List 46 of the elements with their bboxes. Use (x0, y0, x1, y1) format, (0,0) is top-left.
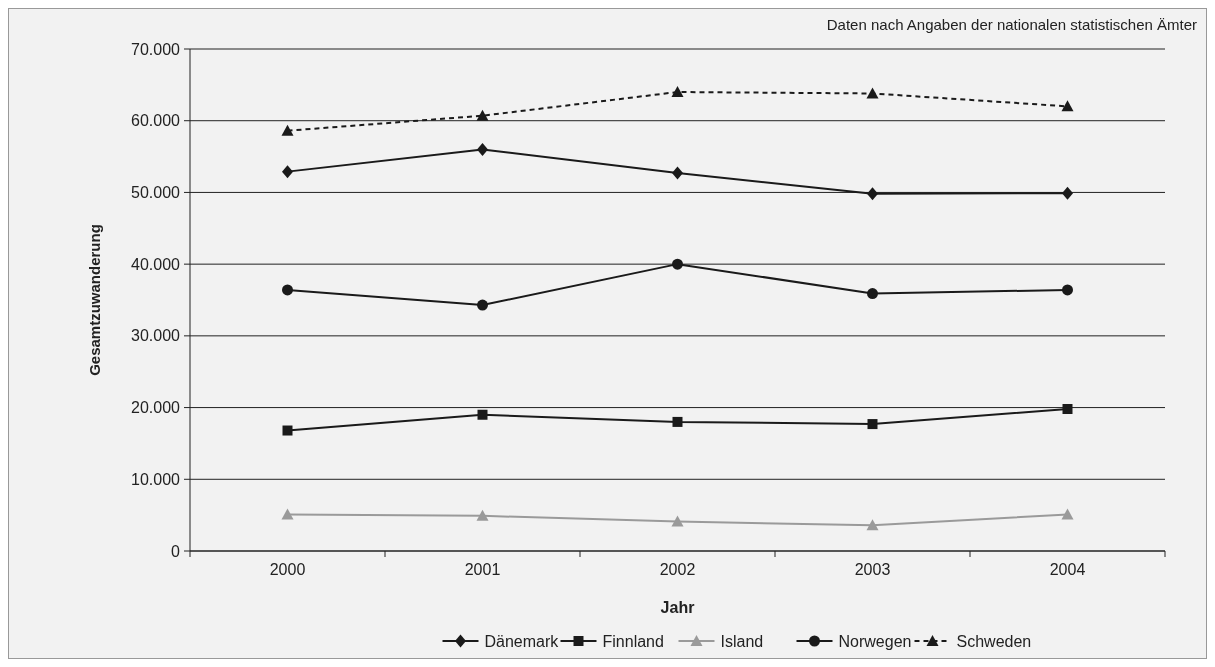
point (281, 508, 294, 520)
point (282, 165, 293, 179)
point (476, 109, 489, 121)
legend-label: Schweden (956, 632, 1032, 650)
y-axis-title: Gesamtzuwanderung (86, 224, 103, 376)
legend-label: Finnland (602, 632, 664, 650)
point (477, 299, 488, 311)
point (672, 416, 683, 427)
point (1062, 404, 1073, 415)
y-tick-label: 10.000 (131, 470, 181, 488)
point (866, 519, 879, 531)
point (672, 258, 683, 270)
point (672, 166, 683, 180)
y-tick-label: 60.000 (131, 112, 181, 130)
point (281, 124, 294, 136)
point (476, 509, 489, 521)
point (1061, 100, 1074, 112)
point (1061, 508, 1074, 520)
legend-label: Island (720, 632, 764, 650)
point (867, 288, 878, 300)
point (477, 409, 488, 420)
y-tick-label: 30.000 (131, 327, 181, 345)
x-tick-label: 2003 (854, 561, 891, 578)
x-tick-label: 2002 (659, 561, 696, 578)
x-tick-label: 2004 (1049, 561, 1086, 578)
y-tick-label: 50.000 (131, 184, 181, 202)
y-tick-label: 40.000 (131, 255, 181, 273)
x-tick-label: 2000 (269, 561, 306, 578)
legend-label: Norwegen (838, 632, 912, 650)
text: Daten nach Angaben der nationalen statistischen Ämter (826, 16, 1197, 33)
point (671, 515, 684, 527)
point (1062, 284, 1073, 296)
point (282, 284, 293, 296)
y-tick-label: 70.000 (131, 40, 181, 58)
point (866, 87, 879, 99)
point (282, 425, 293, 436)
x-tick-label: 2001 (464, 561, 501, 578)
point (477, 142, 488, 156)
legend-label: Dänemark (484, 632, 560, 650)
point (867, 419, 878, 430)
point (867, 187, 878, 201)
x-axis-title: Jahr (660, 599, 695, 616)
point (1062, 186, 1073, 200)
y-tick-label: 20.000 (131, 399, 181, 417)
point (671, 86, 684, 98)
y-tick-label: 0 (171, 542, 181, 560)
